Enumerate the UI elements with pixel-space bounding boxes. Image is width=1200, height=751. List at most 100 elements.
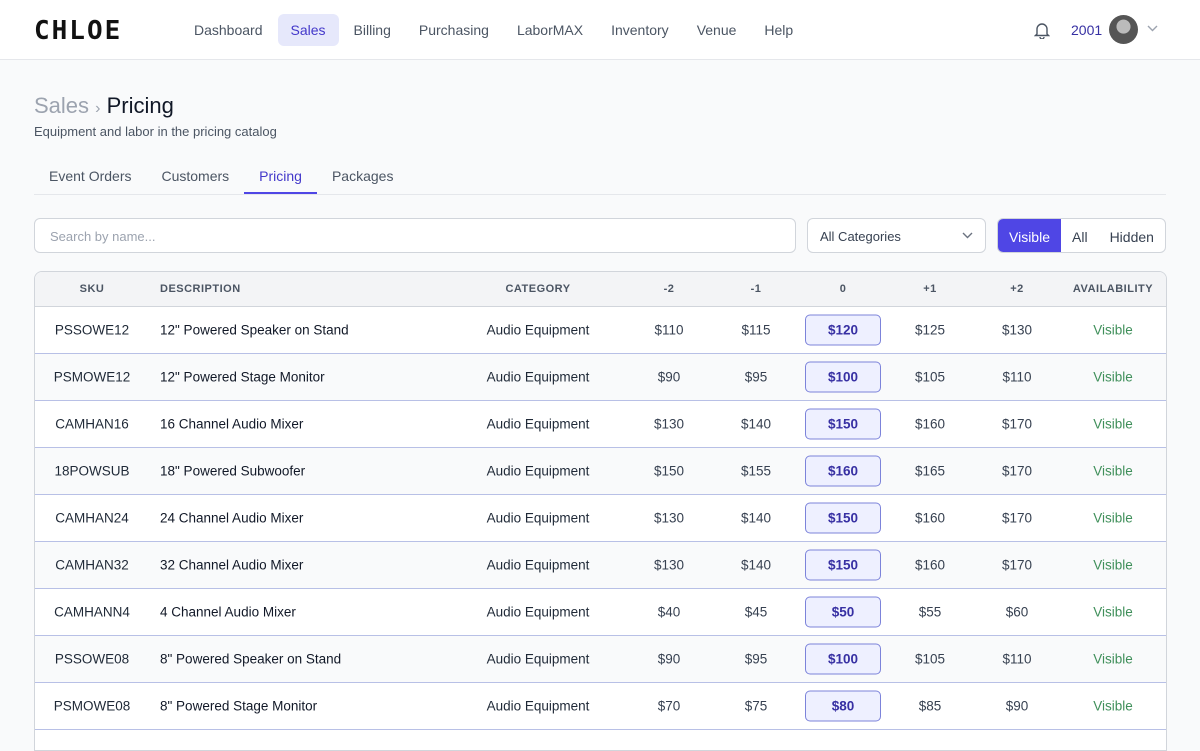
nav-item[interactable]: LaborMAX [516, 22, 584, 38]
pricing-table: SKU DESCRIPTION CATEGORY -2 -1 0 +1 +2 AVAILABIL… [34, 271, 1167, 751]
price: $165 [914, 463, 946, 479]
search-input[interactable]: Search by name... [34, 218, 796, 253]
column-header[interactable]: AVAILABILITY [1072, 283, 1154, 295]
tab[interactable]: Pricing [244, 158, 317, 194]
description: 32 Channel Audio Mixer [160, 557, 304, 573]
tabs: Event Orders Customers Pricing Packages [34, 158, 1166, 195]
price-button[interactable]: $150 [805, 408, 881, 440]
column-header[interactable]: +1 [923, 283, 937, 295]
bell-icon[interactable] [1034, 21, 1050, 39]
price: $110 [1002, 369, 1032, 385]
price: $160 [914, 510, 946, 526]
table-row[interactable]: CAMHAN16 16 Channel Audio Mixer Audio Equi… [35, 401, 1166, 448]
availability: Visible [1093, 510, 1133, 526]
nav-item[interactable]: Dashboard [194, 22, 263, 38]
price-button[interactable]: $80 [805, 690, 881, 722]
price-button[interactable]: $150 [805, 549, 881, 581]
nav-item[interactable]: Sales [277, 14, 339, 46]
price-button[interactable]: $100 [805, 643, 881, 675]
nav-item[interactable]: Venue [696, 22, 737, 38]
column-header[interactable]: SKU [79, 283, 105, 295]
table-header: SKU DESCRIPTION CATEGORY -2 -1 0 +1 +2 AVAILABIL… [35, 272, 1166, 307]
toggle-option[interactable]: Hidden [1109, 229, 1154, 245]
price-button[interactable]: $150 [805, 502, 881, 534]
price: $105 [914, 651, 946, 667]
page-title: Pricing [106, 93, 174, 118]
subtitle: Equipment and labor in the pricing catal… [34, 124, 277, 139]
price: $110 [1002, 651, 1032, 667]
description: 8" Powered Stage Monitor [160, 698, 318, 714]
price: $170 [1001, 557, 1033, 573]
select-chevron [962, 232, 973, 239]
table-row[interactable]: PSSOWE08 8" Powered Speaker on Stand Audio… [35, 636, 1166, 683]
category: Audio Equipment [486, 463, 590, 479]
sku: PSSOWE08 [54, 651, 130, 667]
column-header[interactable]: DESCRIPTION [160, 283, 241, 295]
category: Audio Equipment [486, 369, 590, 385]
crumb-link[interactable]: Sales [34, 93, 90, 118]
price: $95 [744, 369, 768, 385]
column-header[interactable]: 0 [839, 283, 847, 295]
column-header[interactable]: -2 [663, 283, 675, 295]
price: $150 [653, 463, 685, 479]
user-menu-chevron[interactable] [1147, 25, 1158, 33]
description: 4 Channel Audio Mixer [160, 604, 296, 620]
column-header[interactable]: +2 [1010, 283, 1024, 295]
tab[interactable]: Customers [161, 168, 230, 184]
price-button[interactable]: $100 [805, 361, 881, 393]
price: $95 [744, 651, 768, 667]
category-select[interactable]: All Categories [807, 218, 986, 253]
crumb-separator: › [95, 100, 101, 117]
category: Audio Equipment [486, 557, 590, 573]
availability: Visible [1093, 698, 1133, 714]
column-header[interactable]: CATEGORY [505, 283, 571, 295]
toggle-option[interactable]: Visible [998, 219, 1061, 252]
visibility-toggle: Visible All Hidden [997, 218, 1166, 253]
table-row[interactable]: PSMOWE12 12" Powered Stage Monitor Audio E… [35, 354, 1166, 401]
description: 16 Channel Audio Mixer [160, 416, 304, 432]
nav-item[interactable]: Inventory [611, 22, 669, 38]
price: $85 [918, 698, 942, 714]
tab[interactable]: Packages [331, 168, 394, 184]
category: Audio Equipment [486, 604, 590, 620]
category: Audio Equipment [486, 416, 590, 432]
availability: Visible [1093, 416, 1133, 432]
category: Audio Equipment [486, 322, 590, 338]
availability: Visible [1093, 369, 1133, 385]
nav-item[interactable]: Purchasing [418, 22, 489, 38]
price: $170 [1001, 463, 1033, 479]
column-header[interactable]: -1 [750, 283, 762, 295]
description: 12" Powered Stage Monitor [160, 369, 325, 385]
nav-item[interactable]: Help [764, 22, 794, 38]
price: $160 [914, 416, 946, 432]
table-row[interactable]: CAMHAN24 24 Channel Audio Mixer Audio Equi… [35, 495, 1166, 542]
avatar[interactable] [1109, 15, 1138, 44]
price: $130 [653, 416, 685, 432]
toggle-option[interactable]: All [1072, 229, 1088, 245]
price-button[interactable]: $50 [805, 596, 881, 628]
sku: CAMHAN32 [55, 557, 129, 573]
description: 12" Powered Speaker on Stand [160, 322, 349, 338]
table-row[interactable]: CAMHAN32 32 Channel Audio Mixer Audio Equi… [35, 542, 1166, 589]
table-row[interactable]: CAMHANN4 4 Channel Audio Mixer Audio Equip… [35, 589, 1166, 636]
price: $40 [657, 604, 681, 620]
price-button[interactable]: $120 [805, 314, 881, 346]
price-button[interactable]: $160 [805, 455, 881, 487]
sku: CAMHAN16 [55, 416, 129, 432]
logo[interactable]: CHLOE [34, 16, 123, 46]
sku: 18POWSUB [54, 463, 130, 479]
table-row[interactable]: PSMOWE08 8" Powered Stage Monitor Audio Eq… [35, 683, 1166, 730]
sku: PSMOWE12 [53, 369, 131, 385]
table-row[interactable]: PSSOWE12 12" Powered Speaker on Stand Audi… [35, 307, 1166, 354]
price: $130 [653, 557, 685, 573]
price: $155 [740, 463, 772, 479]
price: $90 [1005, 698, 1029, 714]
user-id[interactable]: 2001 [1071, 22, 1103, 38]
price: $125 [914, 322, 946, 338]
nav-item[interactable]: Billing [353, 22, 391, 38]
nav-items: Dashboard Sales Billing Purchasing LaborMAX I… [181, 14, 806, 46]
table-row[interactable]: 18POWSUB 18" Powered Subwoofer Audio Equip… [35, 448, 1166, 495]
price: $60 [1005, 604, 1029, 620]
tab[interactable]: Event Orders [49, 168, 132, 184]
